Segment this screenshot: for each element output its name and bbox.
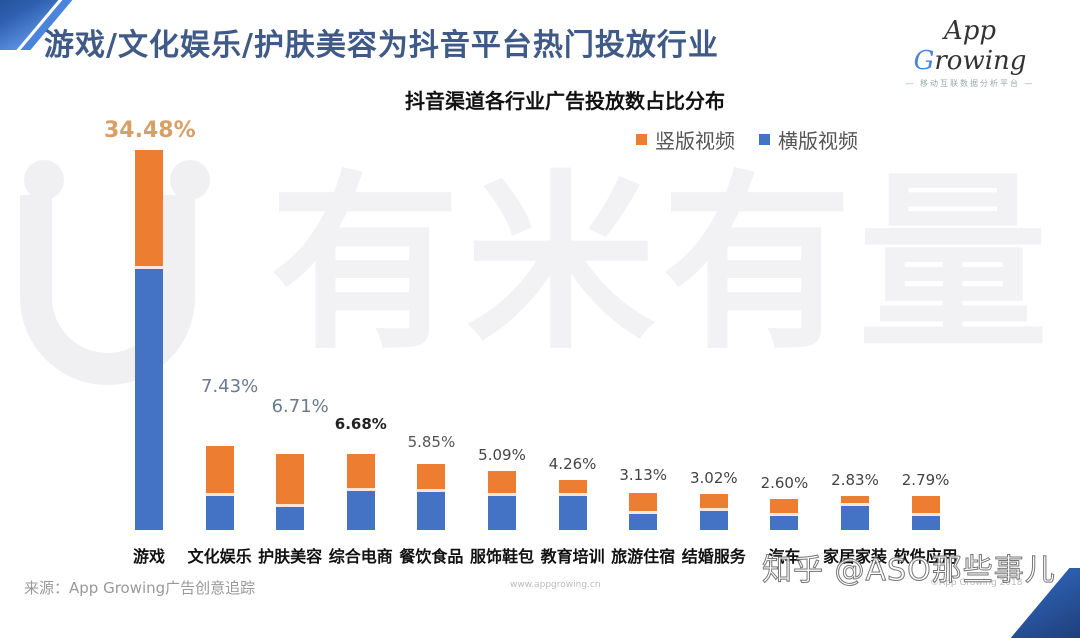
legend-label: 竖版视频 <box>655 129 735 153</box>
source-note: 来源：App Growing广告创意追踪 <box>24 579 256 597</box>
stacked-bar <box>205 446 234 530</box>
bar-segment-gap <box>629 510 658 514</box>
bar-segment-gap <box>135 265 163 269</box>
bar-value-label: 6.71% <box>271 395 329 417</box>
brand-logo: App Growing — 移动互联数据分析平台 — <box>890 16 1050 89</box>
bar-value-label: 34.48% <box>104 117 196 143</box>
bar-segment-vertical <box>346 453 375 488</box>
category-label: 教育培训 <box>540 547 605 566</box>
category-label: 家居家装 <box>822 547 887 566</box>
stacked-bar <box>276 453 305 530</box>
bar-segment-horizontal <box>135 268 163 530</box>
site-url: www.appgrowing.cn <box>510 580 601 590</box>
legend-swatch-icon <box>759 134 770 145</box>
category-label: 软件应用 <box>893 547 958 566</box>
bar-segment-vertical <box>276 453 305 505</box>
category-label: 服饰鞋包 <box>469 547 534 566</box>
stacked-bar <box>417 463 446 530</box>
brand-subtitle: — 移动互联数据分析平台 — <box>905 79 1035 88</box>
legend-label: 横版视频 <box>778 129 858 153</box>
bar-segment-gap <box>346 487 375 491</box>
bar-segment-horizontal <box>346 490 375 530</box>
bar-segment-gap <box>417 488 446 492</box>
page-title: 游戏/文化娱乐/护肤美容为抖音平台热门投放行业 <box>44 28 719 63</box>
bar-value-label: 5.09% <box>478 446 526 465</box>
bar-segment-gap <box>488 493 516 497</box>
bar-segment-horizontal <box>276 507 305 530</box>
category-label: 旅游住宿 <box>611 547 676 566</box>
bar-segment-vertical <box>911 496 940 513</box>
bar-segment-vertical <box>205 446 234 494</box>
stacked-bar <box>770 498 799 530</box>
bar-segment-horizontal <box>911 515 940 530</box>
bar-segment-gap <box>770 512 799 516</box>
category-label: 综合电商 <box>328 547 393 566</box>
bar-segment-horizontal <box>629 513 658 530</box>
category-label: 餐饮食品 <box>399 547 464 566</box>
bar-value-label: 3.13% <box>619 466 668 485</box>
bar-segment-vertical <box>417 463 446 489</box>
stacked-bar <box>346 453 375 530</box>
category-label: 结婚服务 <box>681 547 746 566</box>
chart-plot-area: 34.48% 游戏 7.43% 文化娱乐 6.71% 护肤美容 6.68% 综合电商 5.85%… <box>104 117 958 566</box>
bar-segment-gap <box>699 508 728 512</box>
bar-segment-vertical <box>770 498 799 513</box>
zhihu-watermark: 知乎 @ASO那些事儿 <box>762 553 1056 589</box>
brand-name-part: App <box>943 16 997 46</box>
bar-segment-vertical <box>841 496 869 503</box>
bar-segment-horizontal <box>841 505 869 530</box>
copyright: ©App Growing 2018 <box>930 578 1023 588</box>
bar-value-label: 5.85% <box>407 432 456 451</box>
chart-title: 抖音渠道各行业广告投放数占比分布 <box>405 89 725 113</box>
category-label: 游戏 <box>132 547 165 566</box>
bar-segment-gap <box>558 493 587 497</box>
legend-swatch-icon <box>636 134 647 145</box>
bar-segment-gap <box>841 502 869 506</box>
bar-segment-horizontal <box>488 496 516 530</box>
brand-name-g: G <box>913 46 935 76</box>
bar-segment-horizontal <box>770 515 799 530</box>
category-label: 护肤美容 <box>258 547 323 566</box>
stacked-bar <box>911 496 940 530</box>
bar-segment-horizontal <box>417 491 446 530</box>
legend-item-horizontal: 横版视频 <box>759 125 858 154</box>
bar-segment-vertical <box>558 479 587 494</box>
chart-legend: 竖版视频 横版视频 <box>636 125 858 154</box>
bar-segment-vertical <box>135 149 163 266</box>
stacked-bar <box>558 479 587 530</box>
bar-segment-horizontal <box>205 496 234 530</box>
bar-value-label: 7.43% <box>201 376 259 398</box>
bar-segment-vertical <box>699 494 728 509</box>
legend-item-vertical: 竖版视频 <box>636 125 735 154</box>
bar-value-label: 4.26% <box>548 454 597 473</box>
bar-segment-horizontal <box>558 496 587 530</box>
brand-name-part: rowing <box>934 46 1027 76</box>
category-label: 文化娱乐 <box>187 547 252 566</box>
brand-name: App Growing <box>890 16 1050 76</box>
watermark-logo-dot <box>170 160 210 200</box>
bar-segment-vertical <box>488 471 516 494</box>
bar-value-label: 2.79% <box>901 471 950 490</box>
stacked-bar <box>699 494 728 530</box>
bar-segment-gap <box>276 504 305 508</box>
category-label: 汽车 <box>768 547 801 566</box>
stacked-bar <box>629 493 658 530</box>
bar-segment-gap <box>205 493 234 497</box>
watermark-logo-dot <box>24 160 64 200</box>
stacked-bar <box>841 496 869 530</box>
watermark-text: 有米有量 <box>270 154 1055 375</box>
stacked-bar <box>488 471 516 530</box>
bar-segment-horizontal <box>699 511 728 530</box>
bar-value-label: 2.83% <box>831 471 879 490</box>
bar-value-label: 6.68% <box>334 414 387 433</box>
bar-segment-gap <box>911 512 940 516</box>
bar-value-label: 3.02% <box>689 469 738 488</box>
bar-segment-vertical <box>629 493 658 511</box>
stacked-bar <box>135 149 163 530</box>
bar-value-label: 2.60% <box>760 473 809 492</box>
